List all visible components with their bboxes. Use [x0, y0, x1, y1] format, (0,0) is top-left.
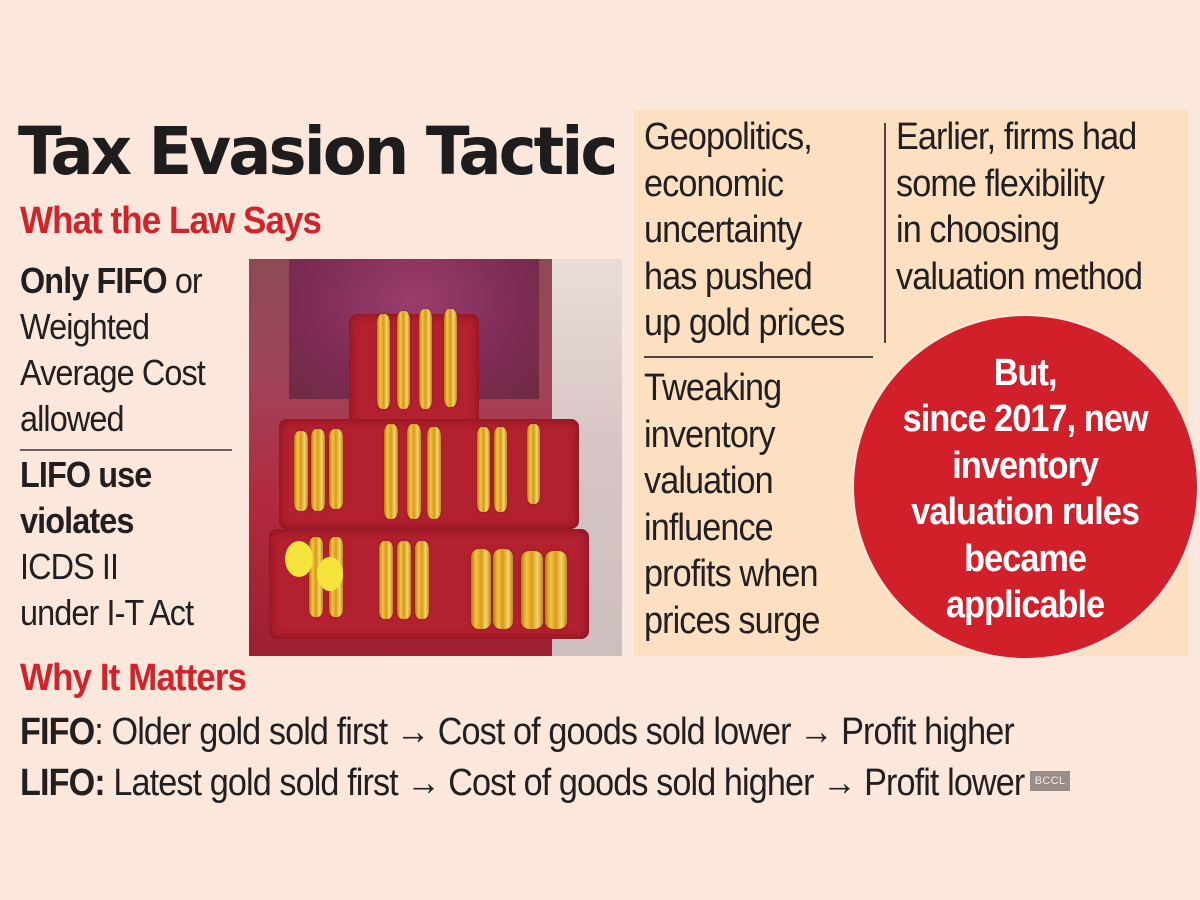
highlight-circle: But, since 2017, new inventory valuation…: [852, 314, 1199, 660]
fifo-label: FIFO: [20, 711, 95, 753]
bangle: [379, 541, 393, 619]
bangle: [477, 427, 490, 512]
law-heading: What the Law Says: [20, 200, 322, 242]
bangle: [527, 424, 540, 504]
matters-heading: Why It Matters: [20, 657, 247, 699]
bangle: [471, 549, 491, 629]
bangle: [377, 314, 390, 409]
vertical-divider: [884, 123, 886, 343]
bccl-watermark: BCCL: [1030, 771, 1070, 791]
price-tag: [317, 557, 343, 591]
allowed-methods: Only FIFO or Weighted Average Cost allow…: [20, 260, 206, 439]
geopolitics-text: Geopolitics, economic uncertainty has pu…: [644, 116, 845, 344]
bangle: [493, 549, 513, 629]
lifo-violation: LIFO use violates ICDS II under I-T Act: [20, 454, 194, 633]
only-fifo-label: Only FIFO: [20, 260, 168, 301]
bangle: [415, 541, 429, 619]
stand-top: [349, 314, 479, 434]
page-title: Tax Evasion Tactic: [18, 113, 618, 190]
bangle: [384, 424, 398, 519]
horizontal-divider: [644, 356, 873, 358]
bangle: [521, 551, 543, 629]
tweaking-text: Tweaking inventory valuation influence p…: [644, 367, 820, 642]
lifo-label: LIFO:: [20, 762, 106, 804]
fifo-explanation: FIFO: Older gold sold first → Cost of go…: [20, 711, 1015, 753]
price-tag: [285, 541, 313, 577]
bangle: [407, 424, 421, 519]
left-divider: [20, 449, 232, 451]
bangle: [427, 427, 441, 519]
bangle: [444, 309, 457, 407]
bangle: [494, 427, 507, 512]
bangle: [329, 429, 343, 509]
lifo-explanation: LIFO: Latest gold sold first → Cost of g…: [20, 762, 1025, 804]
bangle: [311, 429, 325, 511]
law-rules: Only FIFO or Weighted Average Cost allow…: [20, 258, 242, 636]
highlight-text: But, since 2017, new inventory valuation…: [902, 351, 1149, 627]
earlier-text: Earlier, firms had some flexibility in c…: [896, 116, 1143, 298]
bangle: [397, 541, 411, 619]
bangle: [419, 309, 432, 409]
bangle: [294, 431, 308, 511]
bangle: [397, 311, 410, 409]
bangle: [545, 551, 567, 629]
gold-bangles-photo: [249, 259, 622, 656]
